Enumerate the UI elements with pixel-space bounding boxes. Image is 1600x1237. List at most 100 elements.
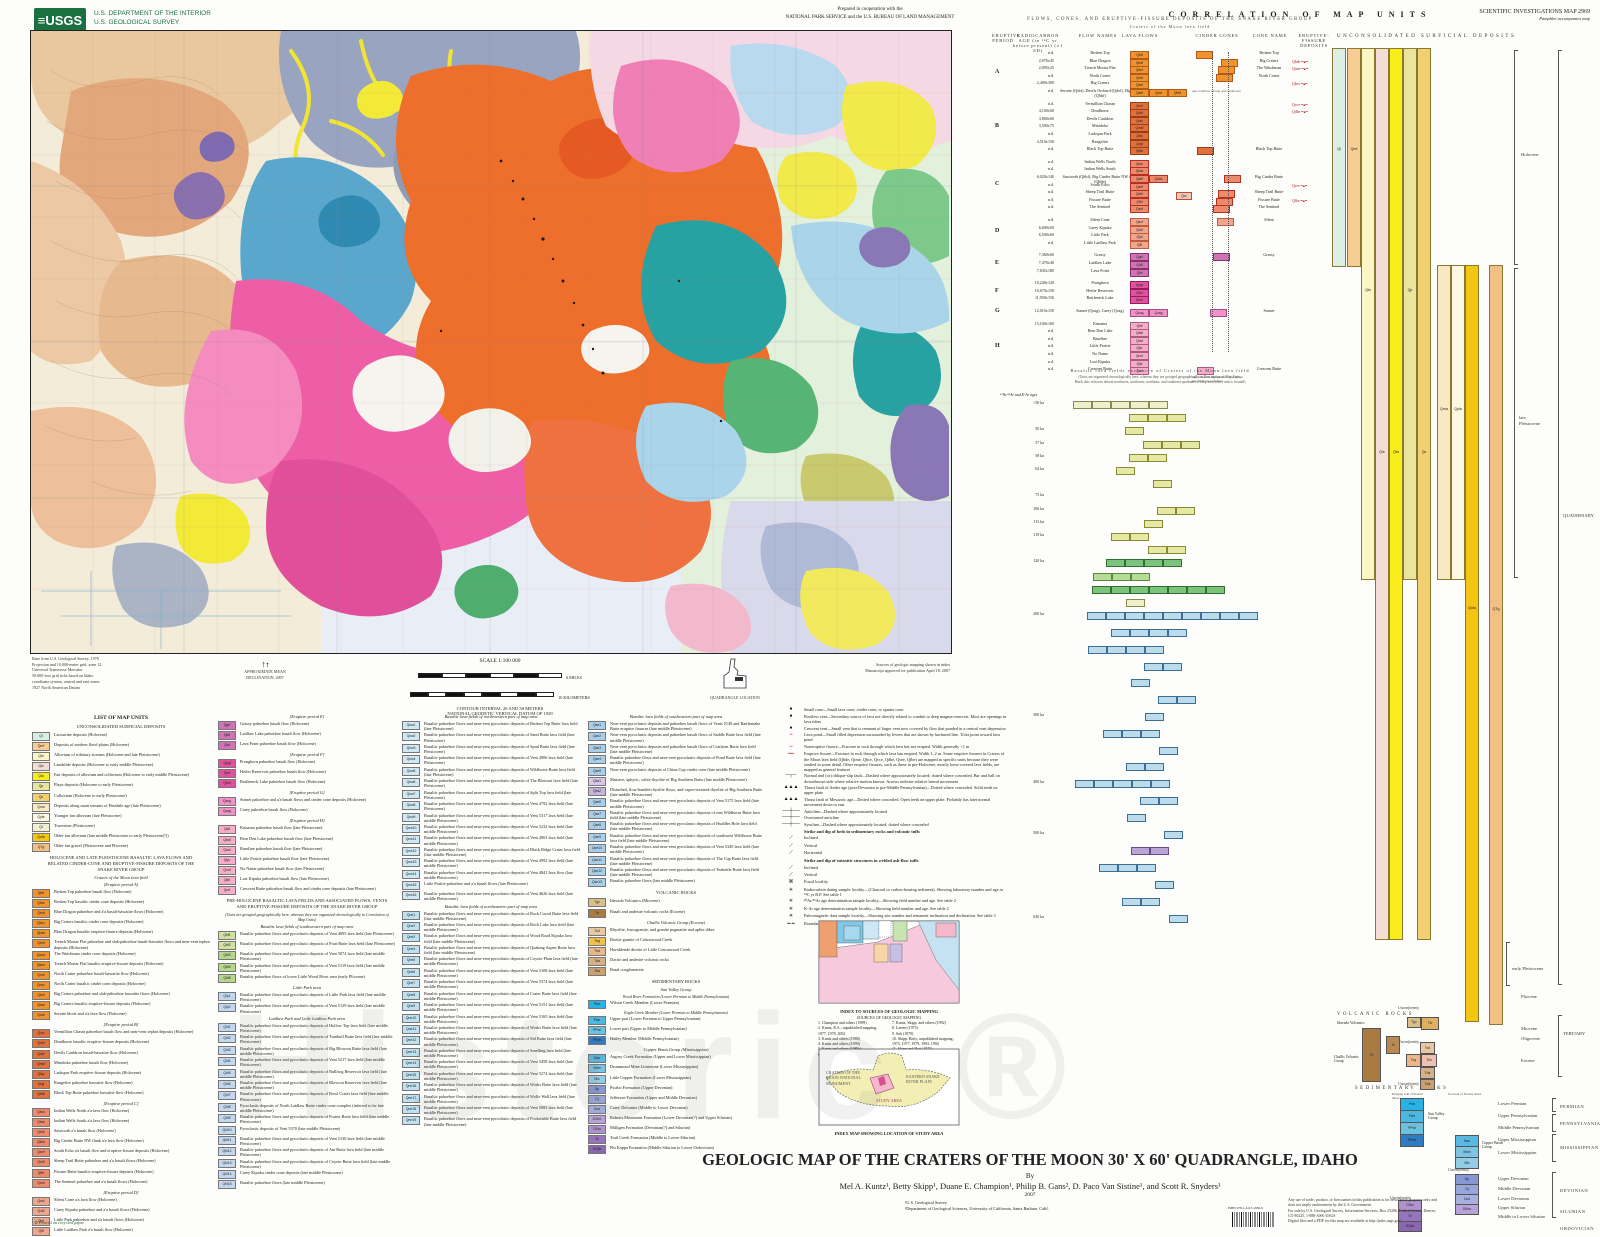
- legend-entry[interactable]: DSrm Roberts Mountains Formation (Lower D…: [588, 1114, 764, 1124]
- legend-entry[interactable]: Qvcf Vermillion Chasm pahoehoe basalt flo…: [32, 1029, 210, 1039]
- legend-entry[interactable]: Qnw3 Basaltic pahoehoe flows and near-ven…: [402, 743, 580, 754]
- legend-entry[interactable]: Qma Deposits along main streams of Pineda…: [32, 802, 210, 812]
- legend-entry[interactable]: Qne11 Basaltic pahoehoe flows and near-ve…: [402, 1024, 580, 1035]
- legend-entry[interactable]: Qse11 Basaltic pahoehoe flows and near-ve…: [588, 855, 764, 866]
- legend-entry[interactable]: Qne7 Basaltic pahoehoe flows and near-ven…: [402, 979, 580, 989]
- symbol-entry[interactable]: ━ Noneruptive fissure—Fracture in rock th…: [778, 744, 1008, 750]
- legend-entry[interactable]: Qc Colluvium (Holocene to early Pleistoce…: [32, 792, 210, 802]
- legend-entry[interactable]: Qbde Blue Dragon basaltic eruptive-fissur…: [32, 929, 210, 939]
- legend-entry[interactable]: SOpk Phi Kappa Formation (Middle Silurian…: [588, 1145, 764, 1155]
- legend-entry[interactable]: Qse2 Near-vent pyroclastic deposits and p…: [588, 732, 764, 743]
- legend-entry[interactable]: Qhl15 Basaltic pahoehoe flows (late middl…: [218, 1180, 396, 1190]
- legend-entry[interactable]: Qllf Little Laidlaw Park a'a basalt flow …: [32, 1226, 210, 1236]
- legend-entry[interactable]: Qbcf Big Craters pahoehoe and slab-pahoeh…: [32, 991, 210, 1001]
- symbol-entry[interactable]: ⟋ Inclined: [778, 865, 1008, 871]
- legend-entry[interactable]: Qse8 Basaltic pahoehoe flows and near-ven…: [588, 821, 764, 831]
- legend-entry[interactable]: Qnw12 Basaltic pahoehoe flows and near-ve…: [402, 846, 580, 857]
- legend-entry[interactable]: Qsnf The Sentinel pahoehoe and a'a basalt…: [32, 1178, 210, 1188]
- legend-entry[interactable]: Qne6 Basaltic pahoehoe flows and near-ven…: [402, 967, 580, 978]
- legend-entry[interactable]: Pwc Wilson Creek Member (Lower Permian): [588, 999, 764, 1009]
- legend-entry[interactable]: Qbcc Big Craters basaltic cinder cone dep…: [32, 919, 210, 929]
- legend-entry[interactable]: Ql Lacustrine deposits (Holocene): [32, 731, 210, 741]
- legend-entry[interactable]: Qne18 Basaltic pahoehoe flows and near-ve…: [402, 1105, 580, 1115]
- legend-entry[interactable]: Qnw6 Basaltic pahoehoe flows and near-ven…: [402, 778, 580, 788]
- legend-entry[interactable]: Qse4 Basaltic pahoehoe flows and near-ven…: [588, 755, 764, 765]
- legend-entry[interactable]: Qhl5 Basaltic pahoehoe flows and pyroclas…: [218, 1068, 396, 1079]
- legend-entry[interactable]: Qne10 Basaltic pahoehoe flows and near-ve…: [402, 1013, 580, 1024]
- legend-entry[interactable]: Qnw1 Basaltic pahoehoe flows and near-ven…: [402, 721, 580, 731]
- legend-entry[interactable]: Qbf4 Basaltic pahoehoe flows and pyroclas…: [218, 962, 396, 973]
- symbol-entry[interactable]: ✳ ⁴⁰Ar/³⁹Ar age determination sample loca…: [778, 898, 1008, 904]
- symbol-entry[interactable]: ──┼── Overturned anticline: [778, 815, 1008, 820]
- legend-entry[interactable]: Qldf Laidlaw Lake pahoehoe basalt flow (H…: [218, 731, 396, 741]
- legend-entry[interactable]: Qdcf Devils Cauldron basalt-hawaiite flow…: [32, 1049, 210, 1059]
- symbol-entry[interactable]: ● Rootless vent—Secondary source of lava …: [778, 714, 1008, 724]
- legend-entry[interactable]: Qshf Sheep Trail Butte pahoehoe and a'a b…: [32, 1158, 210, 1168]
- legend-entry[interactable]: Dp Picabo Formation (Upper Devonian): [588, 1084, 764, 1094]
- legend-entry[interactable]: Tb Basalt and andesite volcanic rocks (Eo…: [588, 908, 764, 918]
- symbol-entry[interactable]: ──┼── Anticline—Dashed where approximatel…: [778, 809, 1008, 814]
- legend-entry[interactable]: Qse5 Near-vent pyroclastic deposits of Ch…: [588, 766, 764, 776]
- legend-entry[interactable]: Qts Alluvium of tributary streams (Holoce…: [32, 752, 210, 762]
- legend-entry[interactable]: Qhrf Heifer Reservoir pahoehoe basalt flo…: [218, 769, 396, 779]
- legend-entry[interactable]: Tda Dacite and andesite volcanic rocks: [588, 956, 764, 966]
- legend-entry[interactable]: Qcrf Crescent Butte pahoehoe basalt flow …: [218, 886, 396, 896]
- legend-entry[interactable]: DSm Milligen Formation (Devonian(?) and S…: [588, 1124, 764, 1134]
- legend-entry[interactable]: Qbnf Bottleneck Lake pahoehoe basalt flow…: [218, 779, 396, 789]
- legend-entry[interactable]: Qnw16 Basaltic pahoehoe flows and near-ve…: [402, 891, 580, 901]
- legend-entry[interactable]: Qlkp Larkspur Park eruptive-fissure depos…: [32, 1069, 210, 1079]
- legend-entry[interactable]: Qbce Big Craters basaltic eruptive-fissur…: [32, 1001, 210, 1011]
- legend-entry[interactable]: Qbtc Broken Top basaltic cinder cone depo…: [32, 899, 210, 908]
- legend-entry[interactable]: Qfa Fan deposits of alluvium and colluviu…: [32, 772, 210, 782]
- legend-entry[interactable]: Qne9 Basaltic pahoehoe flows and near-ven…: [402, 1002, 580, 1012]
- legend-entry[interactable]: Qlvf Lava Point pahoehoe basalt flow (Hol…: [218, 741, 396, 751]
- legend-entry[interactable]: Qnw8 Basaltic pahoehoe flows and near-ven…: [402, 801, 580, 811]
- legend-entry[interactable]: Qsug Sunset pahoehoe and a'a basalt flows…: [218, 797, 396, 807]
- symbol-entry[interactable]: ╍╍ Eruptive fissure—Fracture in rock thro…: [778, 751, 1008, 772]
- legend-entry[interactable]: Qhl3 Basaltic pahoehoe flows and pyroclas…: [218, 1045, 396, 1056]
- legend-entry[interactable]: Qyfa Younger fan alluvium (late Pleistoce…: [32, 812, 210, 822]
- legend-entry[interactable]: Qne2 Basaltic pahoehoe flows and near-ven…: [402, 922, 580, 932]
- symbol-entry[interactable]: ✳ K-Ar age determination sample locality—…: [778, 906, 1008, 912]
- legend-entry[interactable]: Qnnf No Name pahoehoe basalt flow (late P…: [218, 865, 396, 875]
- legend-entry[interactable]: Qbdl Bear Den Lake pahoehoe basalt flow (…: [218, 835, 396, 845]
- symbol-entry[interactable]: ✳ Radiocarbon dating sample locality—(Cha…: [778, 887, 1008, 897]
- legend-entry[interactable]: Qse9 Basaltic pahoehoe flows and near-ven…: [588, 832, 764, 843]
- symbol-entry[interactable]: ● Crescent vent—Small vent that is remnan…: [778, 726, 1008, 731]
- legend-entry[interactable]: PPwh Hailey Member (Middle Pennsylvanian): [588, 1036, 764, 1046]
- legend-entry[interactable]: Pwu Upper part (Lower Permian to Upper Pe…: [588, 1016, 764, 1026]
- legend-entry[interactable]: Qne16 Basaltic pahoehoe flows and near-ve…: [402, 1082, 580, 1092]
- legend-entry[interactable]: Qne17 Basaltic pahoehoe flows and near-ve…: [402, 1093, 580, 1104]
- legend-entry[interactable]: Qbs1 Massive, aphyric, white rhyolite of …: [588, 776, 764, 786]
- legend-entry[interactable]: Qpgf Pronghorn pahoehoe basalt flow (Holo…: [218, 759, 396, 769]
- legend-entry[interactable]: Qbtb Black Top Butte pahoehoe hawaiite fl…: [32, 1089, 210, 1099]
- legend-entry[interactable]: Qp Playa deposits (Holocene to early Plei…: [32, 782, 210, 792]
- legend-entry[interactable]: Qnw5 Basaltic pahoehoe flows and near-ven…: [402, 766, 580, 777]
- legend-entry[interactable]: Qofa Older fan alluvium (late middle Plei…: [32, 832, 210, 842]
- legend-entry[interactable]: Qhl2 Basaltic pahoehoe flows and pyroclas…: [218, 1034, 396, 1044]
- legend-entry[interactable]: Qlp2 Basaltic pahoehoe flows and pyroclas…: [218, 1003, 396, 1014]
- legend-entry[interactable]: St Trail Creek Formation (Middle to Lower…: [588, 1135, 764, 1145]
- legend-entry[interactable]: Qtmf Trench Mortar Flat pahoehoe and slab…: [32, 939, 210, 950]
- legend-entry[interactable]: Qckf Carey Kipuka pahoehoe and a'a basalt…: [32, 1206, 210, 1216]
- legend-entry[interactable]: Qncf North Crater pahoehoe basalt-hawaiit…: [32, 971, 210, 980]
- legend-entry[interactable]: Qnw10 Basaltic pahoehoe flows and near-ve…: [402, 823, 580, 834]
- symbol-entry[interactable]: ⌘ Fossil locality: [778, 879, 1008, 885]
- legend-entry[interactable]: Tgv Idavada Volcanics (Miocene): [588, 898, 764, 908]
- legend-entry[interactable]: Tbg Biotite granite of Cottonwood Creek: [588, 936, 764, 946]
- symbol-entry[interactable]: ● Small cone—Small lava cone, cinder cone…: [778, 707, 1008, 712]
- legend-entry[interactable]: Qse10 Basaltic pahoehoe flows and near-ve…: [588, 844, 764, 854]
- legend-entry[interactable]: Thd Hornblende diorite of Little Cottonwo…: [588, 946, 764, 956]
- legend-entry[interactable]: Qnw15 Little Prairie pahoehoe and a'a bas…: [402, 881, 580, 891]
- legend-entry[interactable]: Qhl4 Basaltic pahoehoe flows and pyroclas…: [218, 1057, 396, 1067]
- legend-entry[interactable]: Qncc North Crater basaltic cinder cone de…: [32, 981, 210, 991]
- legend-entry[interactable]: Qhl11 Basaltic pahoehoe flows and pyrocla…: [218, 1135, 396, 1146]
- legend-entry[interactable]: Qhl9 Basaltic pahoehoe flows and pyroclas…: [218, 1114, 396, 1124]
- legend-entry[interactable]: Qne3 Basaltic pahoehoe flows and near-ven…: [402, 933, 580, 944]
- legend-entry[interactable]: Qkbb Big Cinder Butte NW flank a'a lava f…: [32, 1138, 210, 1148]
- legend-entry[interactable]: Qnw13 Basaltic pahoehoe flows and near-ve…: [402, 858, 580, 868]
- location-index-map[interactable]: [818, 1048, 960, 1126]
- legend-entry[interactable]: Qhl7 Basaltic pahoehoe flows and pyroclas…: [218, 1091, 396, 1102]
- legend-entry[interactable]: Qkif Kimama pahoehoe basalt flow (late Pl…: [218, 825, 396, 835]
- legend-entry[interactable]: Qwcc The Watchman cinder cone deposits (H…: [32, 950, 210, 960]
